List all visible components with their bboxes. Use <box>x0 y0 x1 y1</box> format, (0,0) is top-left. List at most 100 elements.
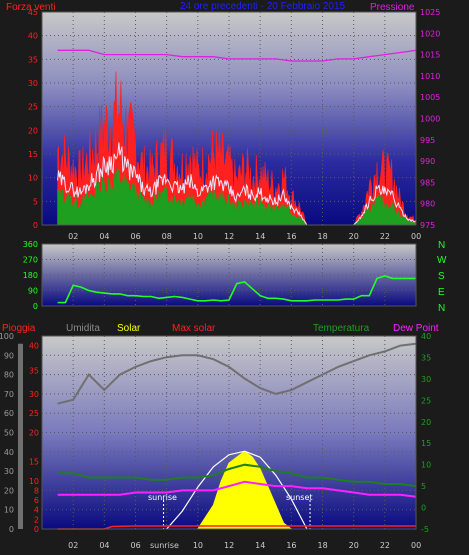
sunset-label: sunset <box>286 493 313 502</box>
wind-left-tick: 10 <box>28 174 38 183</box>
compass-s: S <box>438 271 445 282</box>
temp-x-tick: 18 <box>318 541 328 550</box>
pressure-line <box>57 49 417 62</box>
pressure-right-tick: 1010 <box>420 72 440 81</box>
pressure-right-tick: 1020 <box>420 29 440 38</box>
rain-left-tick: 6 <box>34 496 39 505</box>
temp-right-tick: 35 <box>421 353 431 362</box>
dir-left-tick: 360 <box>23 240 38 249</box>
humidity-left-tick: 50 <box>4 429 14 438</box>
sunrise-axis-label: sunrise <box>150 541 179 550</box>
temp-x-tick: 22 <box>380 541 390 550</box>
rain-left-tick: 4 <box>34 506 39 515</box>
temperature-line <box>57 463 417 488</box>
temp-x-tick: 04 <box>99 541 109 550</box>
humidity-left-tick: 80 <box>4 371 14 380</box>
pressure-right-tick: 995 <box>420 136 435 145</box>
temp-right-tick: 40 <box>421 332 431 341</box>
wind-left-tick: 45 <box>28 8 38 17</box>
rain-left-tick: 20 <box>29 429 39 438</box>
wind-left-tick: 5 <box>33 197 38 206</box>
humidity-left-tick: 60 <box>4 409 14 418</box>
humidity-left-tick: 10 <box>4 506 14 515</box>
wind-x-tick: 10 <box>193 232 203 241</box>
rain-left-tick: 0 <box>34 525 39 534</box>
wind-left-tick: 30 <box>28 79 38 88</box>
temp-x-tick: 02 <box>68 541 78 550</box>
wind-strength-label: Forza venti <box>6 2 55 13</box>
rain-left-tick: 2 <box>34 515 39 524</box>
humidity-gauge-bar <box>18 343 23 529</box>
temp-x-tick: 16 <box>286 541 296 550</box>
temp-right-tick: 5 <box>421 482 426 491</box>
dir-left-tick: 180 <box>23 271 38 280</box>
legend-temperature: Temperatura <box>313 323 370 334</box>
wind-direction-line <box>57 275 416 304</box>
wind-left-tick: 20 <box>28 126 38 135</box>
dir-left-tick: 0 <box>33 302 38 311</box>
temp-x-tick: 20 <box>349 541 359 550</box>
wind-x-tick: 12 <box>224 232 234 241</box>
temp-right-tick: 0 <box>421 504 426 513</box>
chart-period-title: 24 ore precedenti - 20 Febbraio 2015 <box>180 1 346 12</box>
pressure-right-tick: 990 <box>420 157 435 166</box>
wind-x-tick: 04 <box>99 232 109 241</box>
temp-x-tick: 06 <box>131 541 141 550</box>
panel-border <box>41 11 417 226</box>
sunrise-label: sunrise <box>148 493 177 502</box>
humidity-left-tick: 30 <box>4 467 14 476</box>
rain-left-tick: 35 <box>29 367 39 376</box>
temp-x-tick: 10 <box>193 541 203 550</box>
dir-left-tick: 270 <box>23 256 38 265</box>
humidity-left-tick: 70 <box>4 390 14 399</box>
pressure-right-tick: 1005 <box>420 93 440 102</box>
rain-left-tick: 15 <box>29 457 39 466</box>
compass-w: W <box>437 255 447 266</box>
pressure-right-tick: 1025 <box>420 8 440 17</box>
rain-left-tick: 25 <box>29 409 39 418</box>
pressure-right-tick: 975 <box>420 221 435 230</box>
humidity-left-tick: 40 <box>4 448 14 457</box>
humidity-left-tick: 90 <box>4 351 14 360</box>
max-solar-curve <box>166 450 308 530</box>
wind-x-tick: 00 <box>411 232 421 241</box>
legend-dew-point: Dew Point <box>393 323 439 334</box>
wind-x-tick: 06 <box>131 232 141 241</box>
legend-rain: Pioggia <box>2 323 36 334</box>
wind-x-tick: 16 <box>286 232 296 241</box>
legend-humidity: Umidita <box>66 323 100 334</box>
rain-left-tick: 8 <box>34 486 39 495</box>
rain-left-tick: 10 <box>29 477 39 486</box>
temp-x-tick: 14 <box>255 541 265 550</box>
temp-right-tick: 30 <box>421 375 431 384</box>
pressure-right-tick: 1015 <box>420 51 440 60</box>
pressure-right-tick: 1000 <box>420 115 440 124</box>
temp-right-tick: -5 <box>421 525 429 534</box>
panel-border <box>41 243 417 307</box>
wind-x-tick: 20 <box>349 232 359 241</box>
wind-x-tick: 08 <box>162 232 172 241</box>
wind-x-tick: 22 <box>380 232 390 241</box>
wind-left-tick: 0 <box>33 221 38 230</box>
compass-n-top: N <box>438 240 445 251</box>
humidity-left-tick: 20 <box>4 486 14 495</box>
rain-left-tick: 40 <box>29 342 39 351</box>
humidity-left-tick: 0 <box>9 525 14 534</box>
wind-mean-line <box>57 142 417 226</box>
wind-left-tick: 35 <box>28 55 38 64</box>
temp-right-tick: 15 <box>421 439 431 448</box>
pressure-right-tick: 980 <box>420 200 435 209</box>
temp-x-tick: 00 <box>411 541 421 550</box>
pressure-right-tick: 985 <box>420 178 435 187</box>
temp-right-tick: 10 <box>421 461 431 470</box>
humidity-line <box>57 342 417 405</box>
temp-right-tick: 20 <box>421 418 431 427</box>
rain-line <box>57 525 416 530</box>
rain-left-tick: 30 <box>29 390 39 399</box>
legend-max-solar: Max solar <box>172 323 216 334</box>
panel-border <box>41 335 417 530</box>
wind-x-tick: 14 <box>255 232 265 241</box>
compass-e: E <box>438 287 445 298</box>
